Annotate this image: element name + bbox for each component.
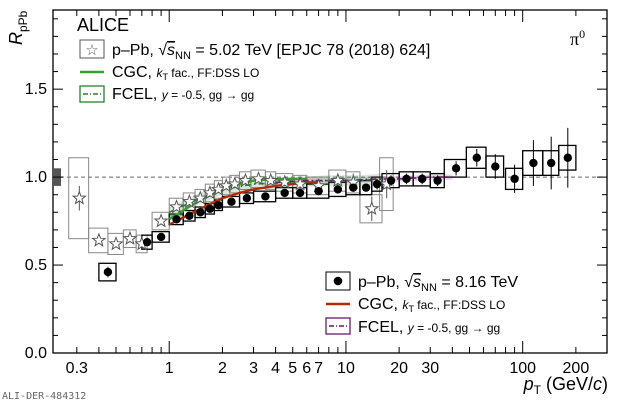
legend-fcel-816-box <box>325 317 351 335</box>
x-axis-title: pT (GeV/c) <box>523 374 608 397</box>
data-point-816 <box>242 194 252 203</box>
y-axis-title: RpPb <box>6 10 30 45</box>
data-point-816 <box>333 185 343 194</box>
syst-box-816 <box>429 172 445 189</box>
data-point-502 <box>202 184 218 200</box>
y-tick-label: 1.5 <box>25 81 47 98</box>
x-tick-label: 10 <box>337 360 355 377</box>
data-point-816 <box>227 197 236 206</box>
x-tick-label: 3 <box>249 360 258 377</box>
particle-label: π0 <box>570 27 585 49</box>
data-point-816 <box>349 183 358 192</box>
data-points <box>71 127 572 278</box>
legend-bottom: p–Pb, √sNN = 8.16 TeV CGC, kT fac., FF:D… <box>325 271 518 336</box>
data-point-816 <box>402 174 411 184</box>
x-tick-label: 7 <box>314 360 323 377</box>
data-point-816 <box>214 201 223 210</box>
data-point-502 <box>227 176 243 191</box>
y-tick-label: 1.0 <box>25 169 47 186</box>
data-point-502 <box>71 190 87 205</box>
legend-fcel-502-box <box>79 85 105 103</box>
x-tick-label: 200 <box>563 360 590 377</box>
x-tick-label: 30 <box>421 360 439 377</box>
data-point-502 <box>277 174 293 189</box>
figure-stamp: ALI-DER-484312 <box>2 391 86 402</box>
data-point-816 <box>156 232 166 242</box>
legend-fcel-816-label: FCEL, y = -0.5, gg → gg <box>358 319 500 336</box>
syst-box-816 <box>98 262 117 282</box>
data-point-502 <box>250 170 267 186</box>
legend-star-box <box>79 39 105 59</box>
syst-box-816 <box>485 155 505 178</box>
data-point-816 <box>472 153 481 162</box>
data-point-816 <box>196 208 205 217</box>
legend-816-label: p–Pb, √sNN = 8.16 TeV <box>358 274 518 294</box>
syst-box-816 <box>151 230 170 243</box>
data-point-816 <box>546 158 556 168</box>
data-point-502 <box>292 176 308 191</box>
x-tick-label: 100 <box>509 360 536 377</box>
data-point-816 <box>451 164 461 173</box>
x-tick-label: 6 <box>302 360 311 377</box>
data-point-502 <box>153 213 169 228</box>
data-point-816 <box>361 183 371 192</box>
legend-cgc-502-label: CGC, kT fac., FF:DSS LO <box>112 64 259 82</box>
data-point-816 <box>491 162 500 171</box>
data-point-502 <box>263 172 279 188</box>
legend-cgc-816-label: CGC, kT fac., FF:DSS LO <box>358 296 505 314</box>
data-point-816 <box>261 192 270 201</box>
axes: 0.0 0.5 1.0 1.5 0.3 1 2 3 4 5 6 7 10 20 30 100 200 <box>25 10 608 377</box>
x-tick-label: 2 <box>218 360 227 377</box>
data-point-816 <box>172 215 181 224</box>
data-point-502 <box>364 200 380 216</box>
y-tick-label: 0.5 <box>25 257 47 274</box>
syst-box-502 <box>68 157 90 240</box>
data-point-502 <box>168 199 185 214</box>
legend-502-label: p–Pb, √sNN = 5.02 TeV [EPJC 78 (2018) 62… <box>112 42 430 62</box>
legend-top: ☆ p–Pb, √sNN = 5.02 TeV [EPJC 78 (2018) … <box>79 39 430 103</box>
x-tick-label: 4 <box>271 360 280 377</box>
data-point-502 <box>192 190 208 205</box>
y-tick-label: 0.0 <box>25 345 47 362</box>
data-point-816 <box>417 174 427 184</box>
data-point-502 <box>91 232 107 247</box>
data-point-816 <box>103 267 113 277</box>
data-point-816 <box>529 158 538 168</box>
data-point-816 <box>314 186 323 196</box>
legend-circle-marker <box>333 276 343 286</box>
legend-star-marker: ☆ <box>85 42 98 59</box>
x-tick-label: 20 <box>390 360 408 377</box>
data-point-816 <box>280 188 289 198</box>
systematic-boxes <box>68 144 577 282</box>
data-point-816 <box>185 211 194 220</box>
cgc-curve-0 <box>168 177 307 221</box>
x-tick-label: 5 <box>288 360 297 377</box>
data-point-502 <box>108 235 124 251</box>
data-point-502 <box>181 193 197 209</box>
data-point-816 <box>372 179 382 189</box>
data-point-816 <box>433 176 442 185</box>
data-point-816 <box>510 174 519 184</box>
experiment-label: ALICE <box>77 15 129 35</box>
data-point-816 <box>386 176 396 185</box>
data-point-816 <box>563 153 572 162</box>
data-point-816 <box>205 204 215 213</box>
legend-fcel-502-label: FCEL, y = -0.5, gg → gg <box>112 86 254 103</box>
fcel-curve-3 <box>275 176 453 184</box>
data-point-502 <box>330 172 346 188</box>
x-tick-label: 0.3 <box>66 360 88 377</box>
x-tick-label: 1 <box>165 360 174 377</box>
data-point-816 <box>142 237 152 247</box>
data-point-502 <box>122 230 138 246</box>
legend-circle-box <box>325 271 351 291</box>
data-point-502 <box>237 172 253 188</box>
data-point-816 <box>295 188 305 198</box>
